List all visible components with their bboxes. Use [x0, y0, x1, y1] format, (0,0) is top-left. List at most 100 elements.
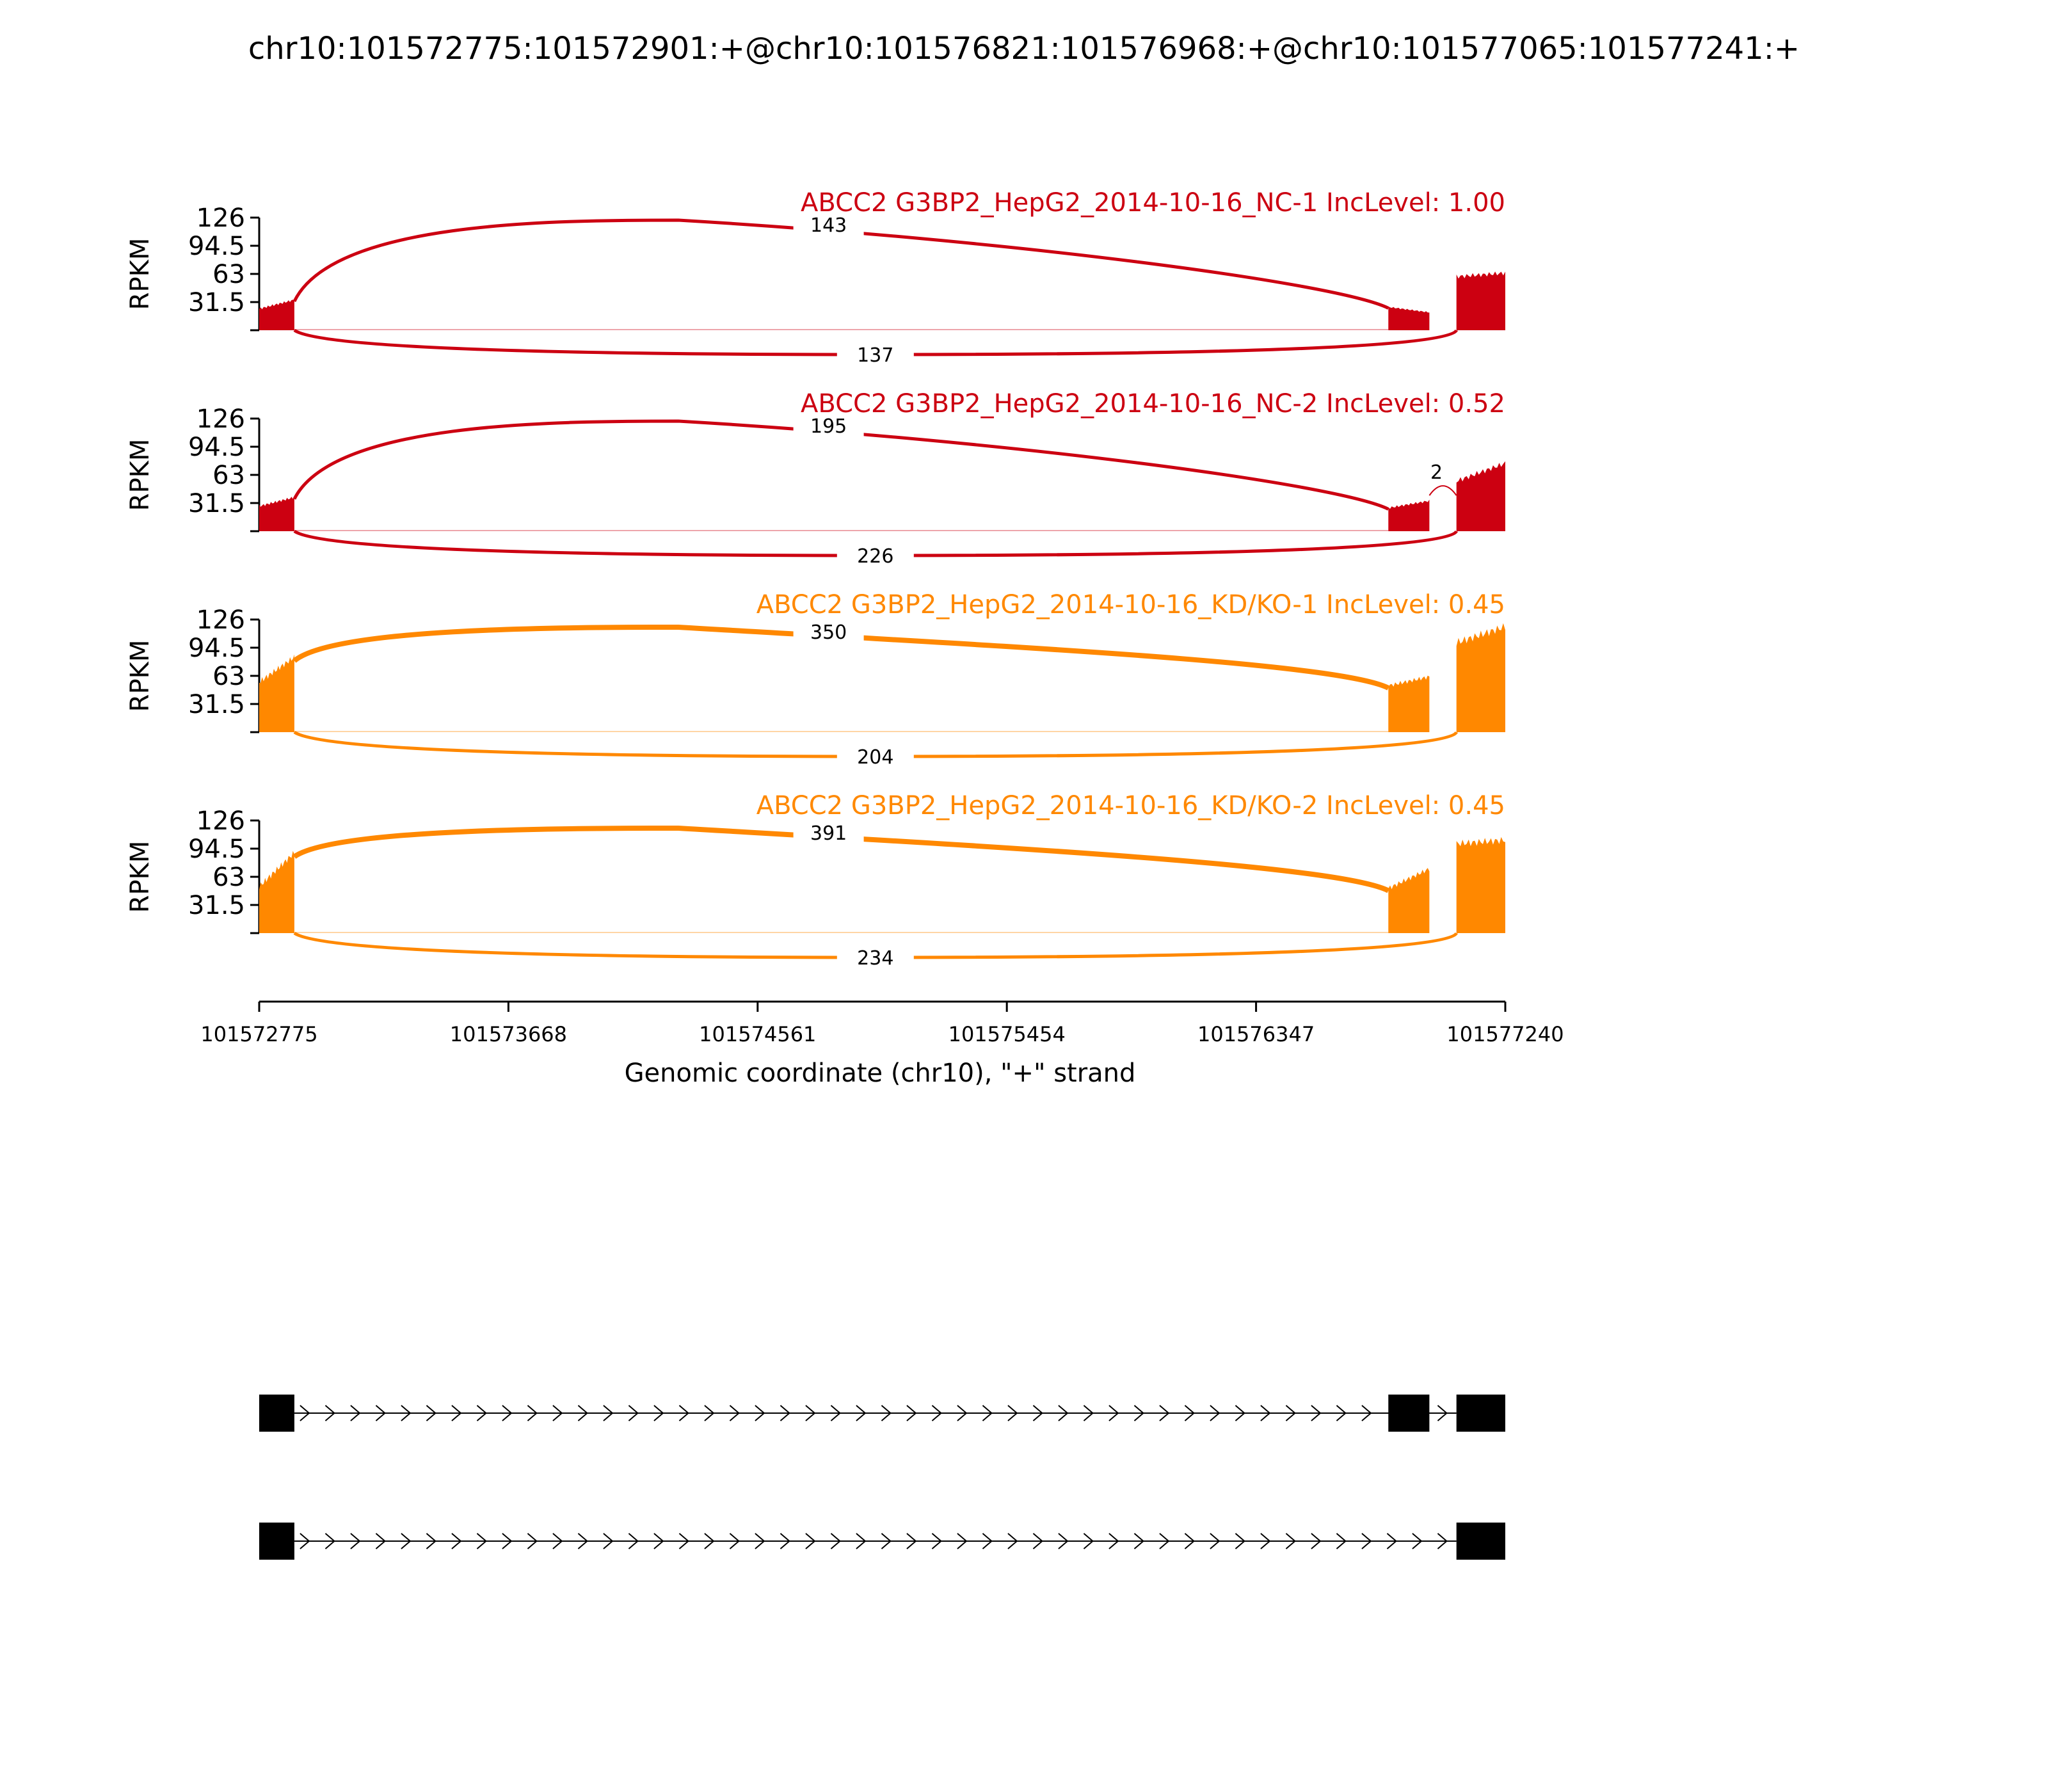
strand-chevron: [1032, 1533, 1043, 1549]
strand-chevron: [856, 1533, 867, 1549]
junction-arc: [292, 624, 1390, 691]
y-tick-label: 94.5: [188, 634, 245, 663]
exon-block-2: [1388, 1395, 1430, 1432]
junction-count-bg: [836, 544, 914, 567]
strand-chevron: [300, 1405, 310, 1421]
panel-label: ABCC2 G3BP2_HepG2_2014-10-16_NC-2 IncLev…: [801, 389, 1505, 419]
strand-chevron: [881, 1533, 892, 1549]
isoform-1: [259, 1395, 1505, 1432]
junction-count: 226: [857, 545, 893, 568]
junction-count: 2: [1430, 461, 1443, 484]
panel-label: ABCC2 G3BP2_HepG2_2014-10-16_NC-1 IncLev…: [801, 188, 1505, 218]
strand-chevron: [1235, 1405, 1245, 1421]
x-tick-label: 101573668: [450, 1022, 567, 1046]
junction-count: 195: [810, 415, 847, 438]
strand-chevron: [451, 1405, 462, 1421]
y-tick-label: 126: [196, 605, 245, 635]
strand-chevron: [577, 1405, 588, 1421]
y-tick-label: 63: [212, 260, 245, 289]
junction-count: 204: [857, 746, 893, 769]
strand-chevron: [1058, 1405, 1069, 1421]
strand-chevron: [324, 1405, 335, 1421]
strand-chevron: [1311, 1533, 1322, 1549]
junction-arc: [292, 825, 1390, 893]
strand-chevron: [1184, 1405, 1195, 1421]
y-axis-label: RPKM: [125, 439, 155, 511]
strand-chevron: [678, 1405, 689, 1421]
strand-chevron: [729, 1405, 740, 1421]
junction-count: 234: [857, 947, 893, 970]
junction-arc: [292, 419, 1389, 511]
strand-chevron: [401, 1405, 412, 1421]
strand-chevron: [401, 1533, 412, 1549]
strand-chevron: [350, 1533, 361, 1549]
strand-chevron: [1386, 1533, 1397, 1549]
strand-chevron: [1437, 1533, 1448, 1549]
strand-chevron: [1032, 1405, 1043, 1421]
strand-chevron: [1083, 1533, 1094, 1549]
strand-chevron: [982, 1405, 993, 1421]
strand-chevron: [1133, 1533, 1144, 1549]
strand-chevron: [780, 1533, 790, 1549]
junction-arc: [292, 218, 1389, 310]
strand-chevron: [906, 1533, 917, 1549]
junction-count-bg: [836, 946, 914, 969]
exon-block-1: [259, 1523, 294, 1560]
strand-chevron: [1007, 1533, 1018, 1549]
gene-model: [259, 1395, 1505, 1560]
y-tick-label: 31.5: [188, 690, 245, 719]
x-tick-label: 101572775: [200, 1022, 317, 1046]
strand-chevron: [881, 1405, 892, 1421]
panel-label: ABCC2 G3BP2_HepG2_2014-10-16_KD/KO-2 Inc…: [756, 791, 1505, 820]
x-tick-label: 101576347: [1197, 1022, 1315, 1046]
strand-chevron: [628, 1405, 639, 1421]
strand-chevron: [1285, 1533, 1296, 1549]
coverage-exon-2: [1388, 306, 1430, 330]
strand-chevron: [856, 1405, 867, 1421]
exon-block-3: [1456, 1523, 1505, 1560]
junction-count-bg: [793, 212, 864, 238]
strand-chevron: [780, 1405, 790, 1421]
strand-chevron: [1184, 1533, 1195, 1549]
y-tick-label: 126: [196, 404, 245, 434]
strand-chevron: [527, 1405, 538, 1421]
strand-chevron: [1437, 1405, 1448, 1421]
y-tick-label: 31.5: [188, 891, 245, 920]
panel-label: ABCC2 G3BP2_HepG2_2014-10-16_KD/KO-1 Inc…: [756, 590, 1505, 620]
junction-count: 137: [857, 344, 893, 367]
strand-chevron: [603, 1533, 614, 1549]
strand-chevron: [982, 1533, 993, 1549]
y-tick-label: 126: [196, 204, 245, 233]
y-tick-label: 31.5: [188, 288, 245, 317]
strand-chevron: [1260, 1405, 1271, 1421]
strand-chevron: [1159, 1405, 1170, 1421]
strand-chevron: [552, 1405, 563, 1421]
coverage-exon-1: [259, 851, 294, 933]
y-tick-label: 94.5: [188, 232, 245, 261]
coverage-exon-2: [1388, 868, 1430, 933]
exon-block-3: [1456, 1395, 1505, 1432]
strand-chevron: [324, 1533, 335, 1549]
strand-chevron: [1235, 1533, 1245, 1549]
strand-chevron: [300, 1533, 310, 1549]
strand-chevron: [678, 1533, 689, 1549]
coverage-exon-1: [259, 300, 294, 330]
strand-chevron: [375, 1405, 386, 1421]
strand-chevron: [426, 1533, 436, 1549]
y-tick-label: 63: [212, 863, 245, 892]
strand-chevron: [957, 1405, 968, 1421]
strand-chevron: [805, 1533, 816, 1549]
exon-block-1: [259, 1395, 294, 1432]
strand-chevron: [527, 1533, 538, 1549]
x-tick-label: 101577240: [1446, 1022, 1564, 1046]
strand-chevron: [755, 1405, 765, 1421]
y-tick-label: 63: [212, 461, 245, 490]
strand-chevron: [375, 1533, 386, 1549]
strand-chevron: [906, 1405, 917, 1421]
strand-chevron: [1336, 1405, 1347, 1421]
